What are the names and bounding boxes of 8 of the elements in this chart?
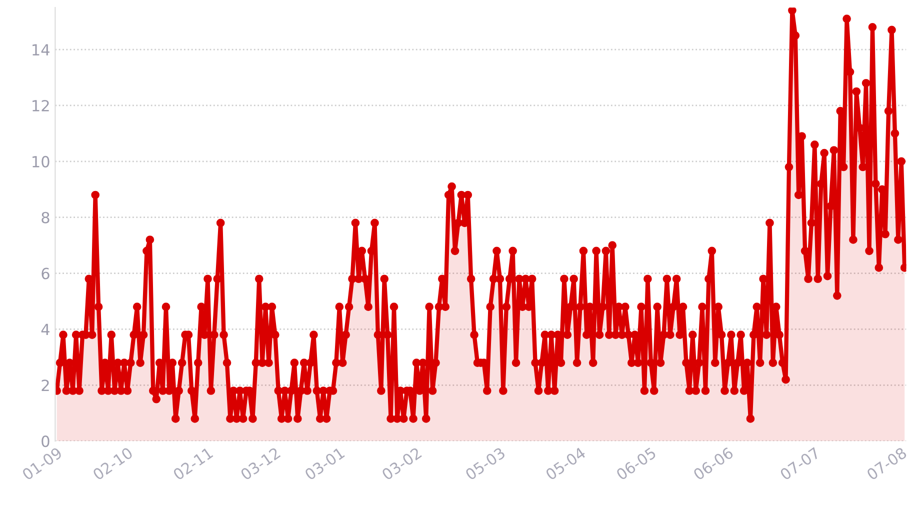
- y-tick-label: 2: [42, 380, 49, 391]
- y-tick-label: 0: [42, 436, 50, 448]
- y-tick-label: 14: [32, 44, 50, 56]
- y-tick-label: 4: [41, 324, 50, 336]
- y-tick-label: 10: [32, 156, 50, 168]
- y-tick-label: 6: [42, 268, 50, 280]
- y-tick-label: 12: [32, 100, 49, 112]
- y-tick-label: 8: [42, 212, 50, 224]
